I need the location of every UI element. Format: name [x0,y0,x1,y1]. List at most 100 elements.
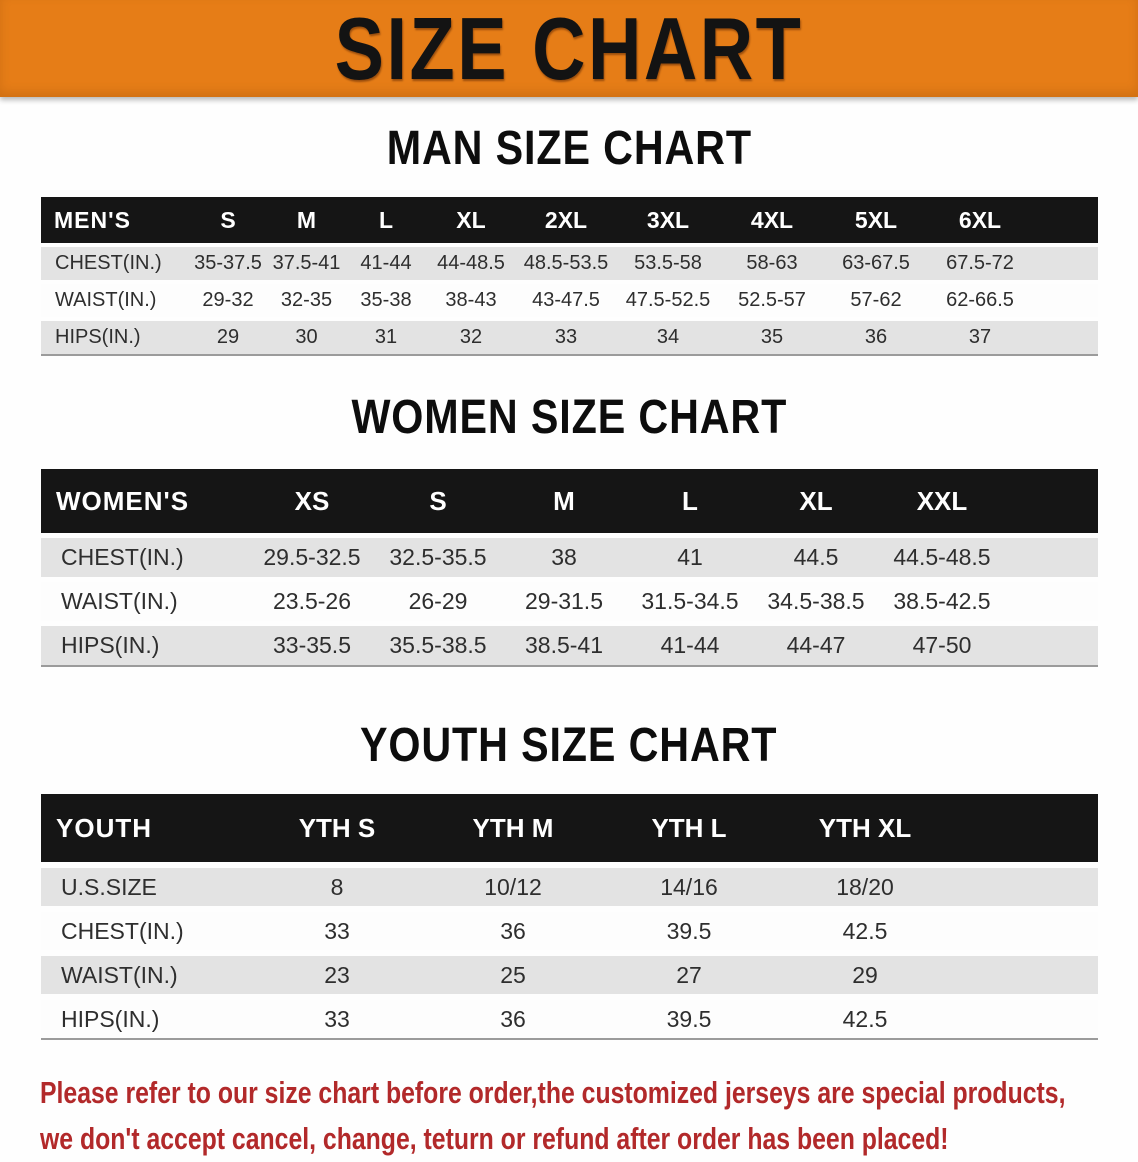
youth-corner-label: YOUTH [41,794,249,862]
women-corner-label: WOMEN'S [41,469,249,533]
row-label: CHEST(IN.) [41,912,249,950]
value-cell: 33 [516,321,616,356]
value-cell: 62-66.5 [928,284,1032,317]
spacer-cell [1032,284,1098,317]
youth-waist-row: WAIST(IN.) 23 25 27 29 [41,956,1098,994]
value-cell: 37 [928,321,1032,356]
size-column-header: 4XL [720,197,824,243]
value-cell: 33-35.5 [249,626,375,667]
value-cell: 58-63 [720,247,824,280]
value-cell: 36 [425,1000,601,1040]
value-cell: 31 [346,321,426,356]
row-label: HIPS(IN.) [41,626,249,667]
value-cell: 18/20 [777,868,953,906]
men-section-title: MAN SIZE CHART [0,125,1138,173]
disclaimer-text: Please refer to our size chart before or… [40,1070,1138,1162]
value-cell: 29-31.5 [501,582,627,621]
value-cell: 44.5 [753,538,879,577]
value-cell: 8 [249,868,425,906]
header-spacer-cell [1032,197,1098,243]
size-column-header: S [189,197,267,243]
size-column-header: XS [249,469,375,533]
row-label: HIPS(IN.) [41,1000,249,1040]
value-cell: 10/12 [425,868,601,906]
value-cell: 63-67.5 [824,247,928,280]
header-spacer-cell [953,794,1098,862]
value-cell: 34 [616,321,720,356]
value-cell: 23 [249,956,425,994]
value-cell: 38 [501,538,627,577]
size-column-header: YTH XL [777,794,953,862]
value-cell: 32 [426,321,516,356]
value-cell: 26-29 [375,582,501,621]
women-chest-row: CHEST(IN.) 29.5-32.5 32.5-35.5 38 41 44.… [41,538,1098,577]
value-cell: 35-37.5 [189,247,267,280]
youth-section-title: YOUTH SIZE CHART [0,722,1138,770]
size-column-header: YTH S [249,794,425,862]
value-cell: 27 [601,956,777,994]
row-label: U.S.SIZE [41,868,249,906]
value-cell: 33 [249,1000,425,1040]
value-cell: 37.5-41 [267,247,346,280]
spacer-cell [1005,582,1098,621]
row-label: HIPS(IN.) [41,321,189,356]
row-label: CHEST(IN.) [41,247,189,280]
size-column-header: XXL [879,469,1005,533]
size-column-header: 2XL [516,197,616,243]
value-cell: 35.5-38.5 [375,626,501,667]
value-cell: 44.5-48.5 [879,538,1005,577]
size-column-header: M [267,197,346,243]
value-cell: 43-47.5 [516,284,616,317]
value-cell: 32-35 [267,284,346,317]
youth-ussize-row: U.S.SIZE 8 10/12 14/16 18/20 [41,868,1098,906]
spacer-cell [1032,321,1098,356]
value-cell: 36 [824,321,928,356]
value-cell: 30 [267,321,346,356]
header-spacer-cell [1005,469,1098,533]
youth-chest-row: CHEST(IN.) 33 36 39.5 42.5 [41,912,1098,950]
size-column-header: XL [753,469,879,533]
youth-section-title-text: YOUTH SIZE CHART [360,719,778,772]
women-hips-row: HIPS(IN.) 33-35.5 35.5-38.5 38.5-41 41-4… [41,626,1098,667]
value-cell: 44-47 [753,626,879,667]
size-column-header: 3XL [616,197,720,243]
men-hips-row: HIPS(IN.) 29 30 31 32 33 34 35 36 37 [41,321,1098,356]
women-size-table: WOMEN'S XS S M L XL XXL CHEST(IN.) 29.5-… [41,464,1098,672]
size-column-header: L [346,197,426,243]
value-cell: 42.5 [777,912,953,950]
value-cell: 41-44 [346,247,426,280]
row-label: CHEST(IN.) [41,538,249,577]
value-cell: 34.5-38.5 [753,582,879,621]
value-cell: 44-48.5 [426,247,516,280]
size-column-header: YTH M [425,794,601,862]
size-column-header: L [627,469,753,533]
value-cell: 29 [777,956,953,994]
value-cell: 67.5-72 [928,247,1032,280]
value-cell: 14/16 [601,868,777,906]
men-section-title-text: MAN SIZE CHART [386,122,752,175]
row-label: WAIST(IN.) [41,284,189,317]
size-column-header: 6XL [928,197,1032,243]
men-header-row: MEN'S S M L XL 2XL 3XL 4XL 5XL 6XL [41,197,1098,243]
size-column-header: XL [426,197,516,243]
value-cell: 48.5-53.5 [516,247,616,280]
spacer-cell [953,868,1098,906]
value-cell: 29-32 [189,284,267,317]
value-cell: 35 [720,321,824,356]
value-cell: 33 [249,912,425,950]
value-cell: 47-50 [879,626,1005,667]
value-cell: 29.5-32.5 [249,538,375,577]
banner-title: SIZE CHART [334,0,804,98]
women-waist-row: WAIST(IN.) 23.5-26 26-29 29-31.5 31.5-34… [41,582,1098,621]
men-size-table: MEN'S S M L XL 2XL 3XL 4XL 5XL 6XL CHEST… [41,193,1098,360]
size-column-header: YTH L [601,794,777,862]
spacer-cell [1032,247,1098,280]
value-cell: 35-38 [346,284,426,317]
women-header-row: WOMEN'S XS S M L XL XXL [41,469,1098,533]
value-cell: 25 [425,956,601,994]
row-label: WAIST(IN.) [41,956,249,994]
men-corner-label: MEN'S [41,197,189,243]
value-cell: 41 [627,538,753,577]
value-cell: 47.5-52.5 [616,284,720,317]
